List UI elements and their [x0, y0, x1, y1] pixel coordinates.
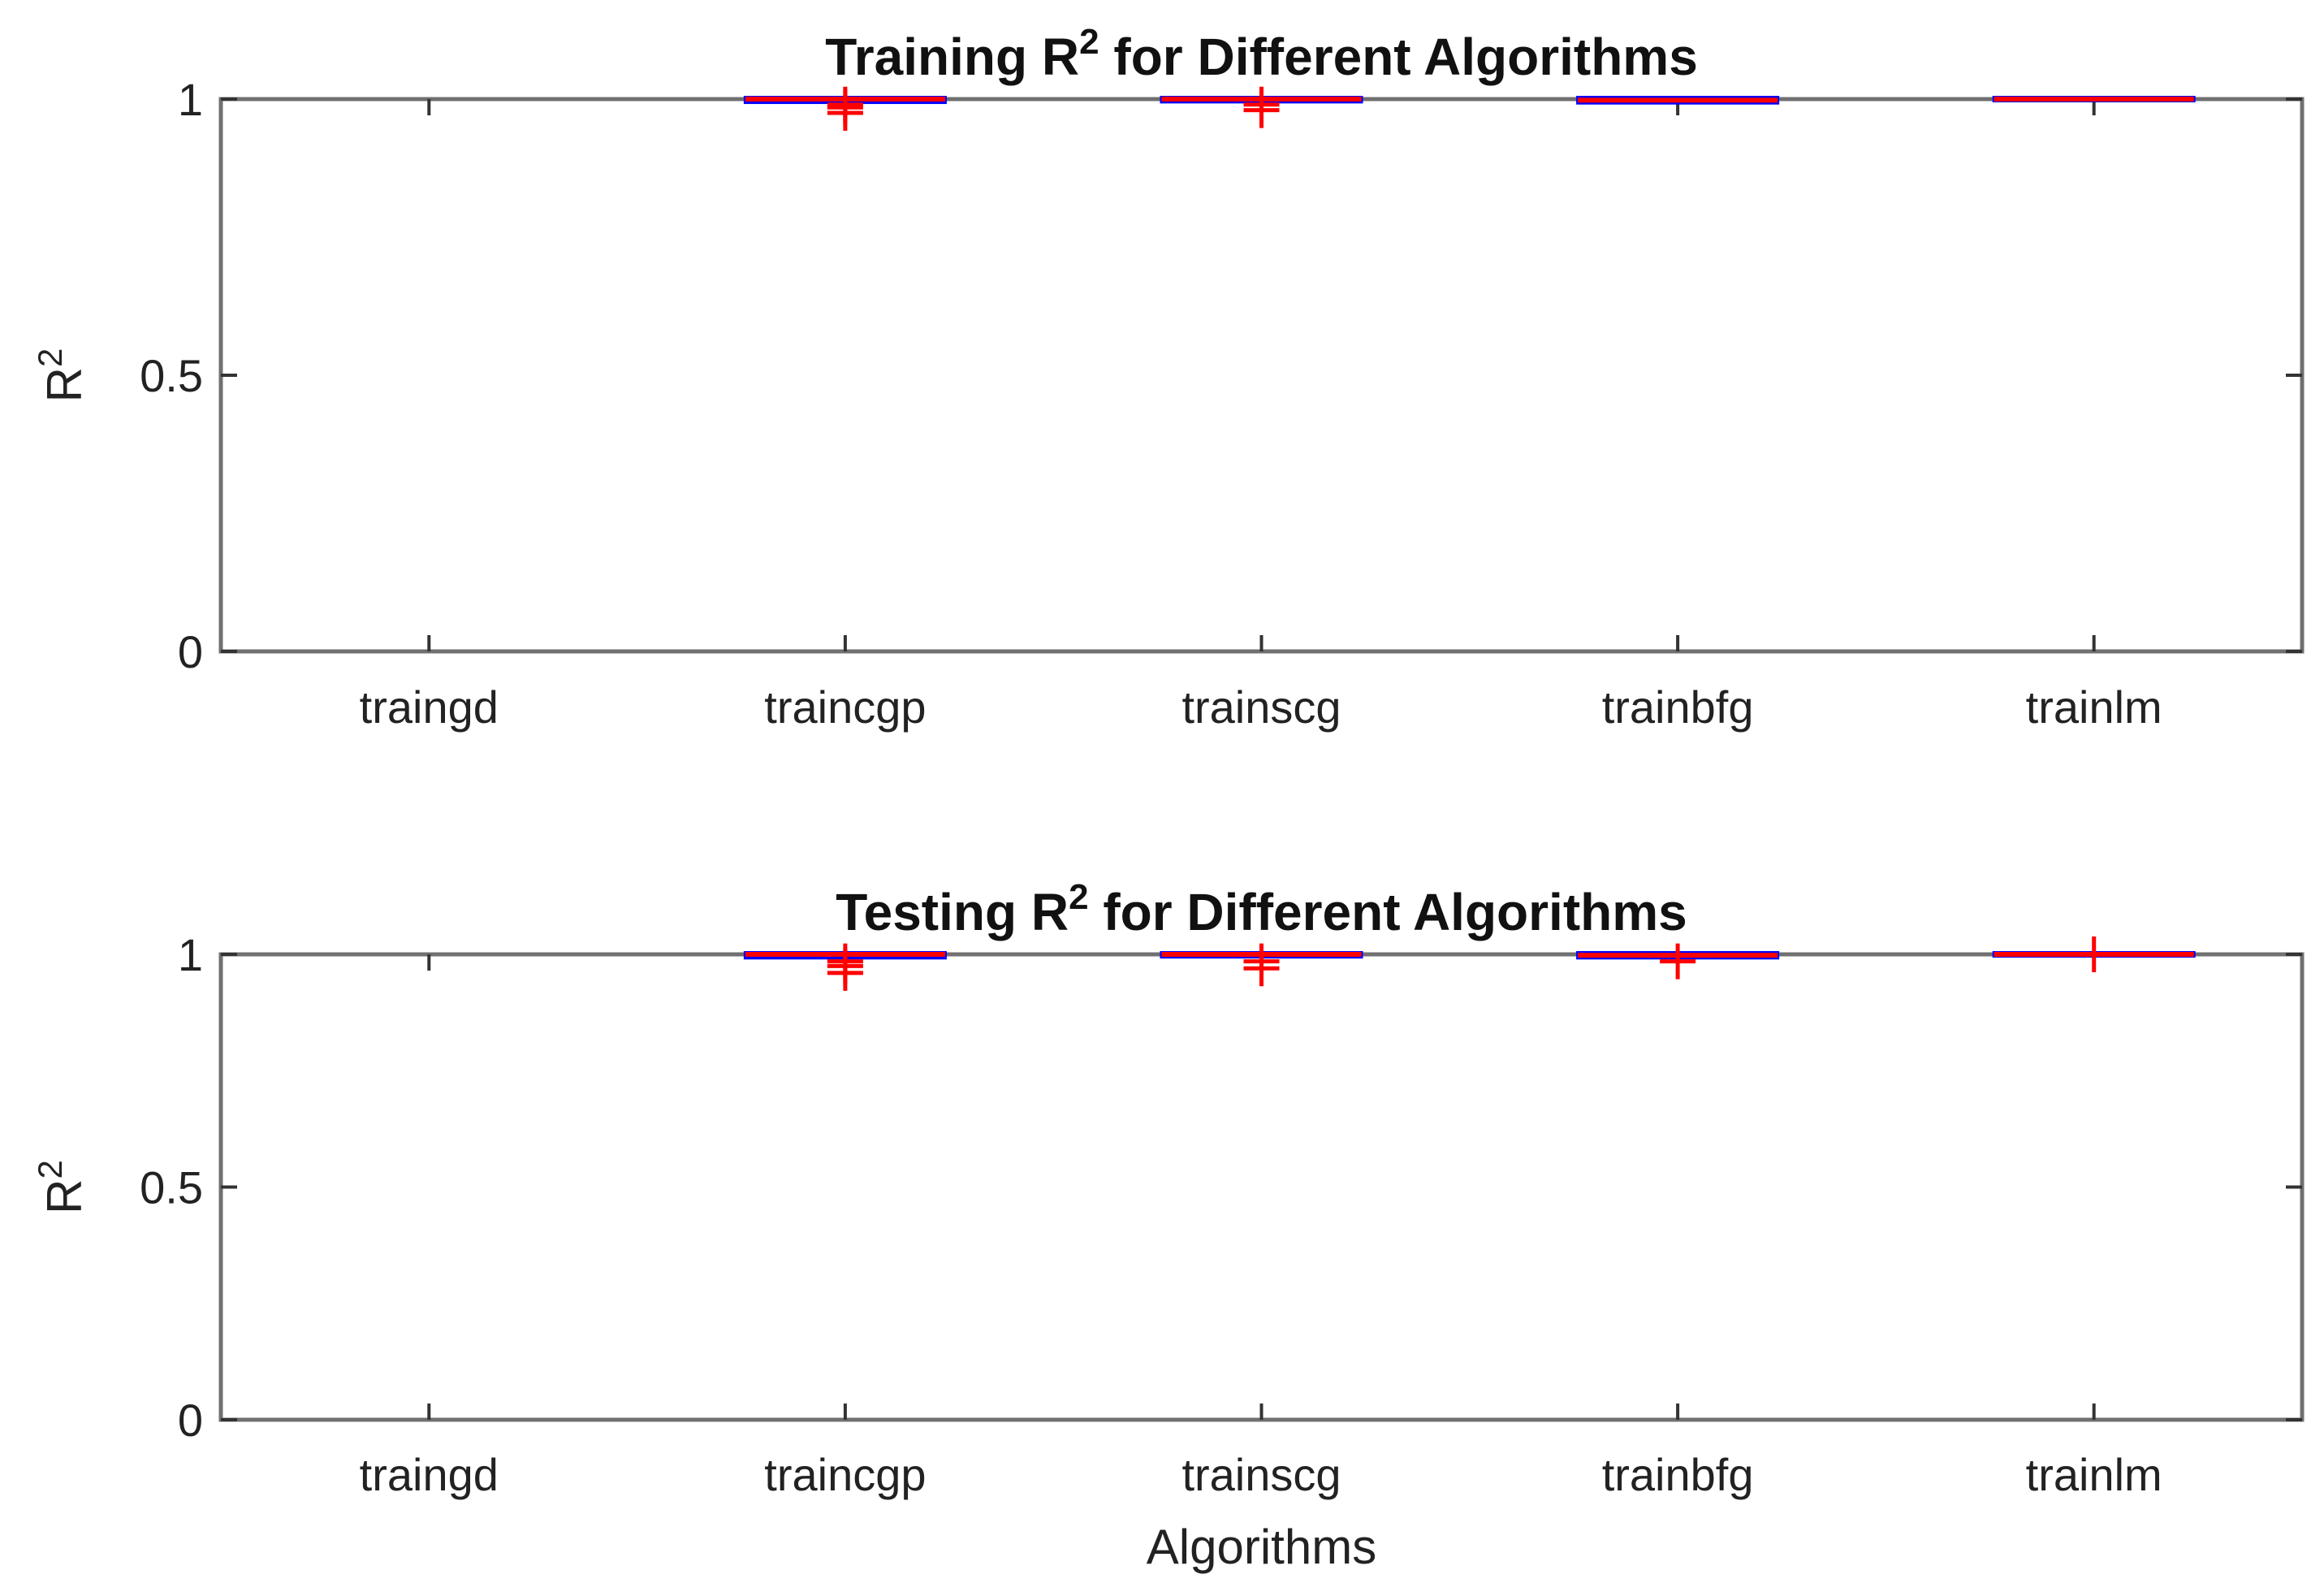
outlier-trainscg-1 [1243, 943, 1280, 980]
title-superscript: 2 [1069, 877, 1088, 917]
y-tick-label: 0 [178, 1395, 203, 1446]
y-tick-label: 0.5 [140, 350, 203, 401]
plot-area [218, 952, 2305, 1422]
y-label-superscript: 2 [31, 1160, 69, 1179]
chart-title: Training R2 for Different Algorithms [825, 22, 1698, 86]
x-tick-label-traingd: traingd [360, 681, 499, 733]
plot-area [218, 97, 2305, 654]
outlier-trainlm-0 [2076, 936, 2112, 972]
y-tick-label: 0.5 [140, 1162, 203, 1213]
x-tick-label-trainlm: trainlm [2026, 681, 2162, 733]
x-tick-label-traincgp: traincgp [764, 1449, 926, 1500]
x-tick-label-trainlm: trainlm [2026, 1449, 2162, 1500]
outlier-trainscg-1 [1243, 86, 1280, 123]
y-axis-label: R2 [31, 348, 92, 403]
y-label-superscript: 2 [31, 348, 69, 367]
panel-testing: 0 0.5 1 traingd traincgp trainscg trainbfg trai… [31, 877, 2305, 1574]
title-main: Testing R [836, 883, 1069, 941]
y-axis-label: R2 [31, 1160, 92, 1214]
outlier-traincgp-2 [827, 86, 863, 123]
x-tick-label-trainbfg: trainbfg [1602, 681, 1754, 733]
y-label-main: R [37, 367, 92, 402]
x-tick-label-trainbfg: trainbfg [1602, 1449, 1754, 1500]
title-superscript: 2 [1079, 22, 1099, 62]
title-rest: for Different Algorithms [1099, 28, 1698, 86]
x-tick-label-traingd: traingd [360, 1449, 499, 1500]
x-tick-label-traincgp: traincgp [764, 681, 926, 733]
x-tick-label-trainscg: trainscg [1181, 681, 1341, 733]
x-tick-label-trainscg: trainscg [1181, 1449, 1341, 1500]
outlier-trainbfg-0 [1660, 943, 1696, 980]
y-tick-label: 0 [178, 626, 203, 677]
panel-training: 0 0.5 1 traingd traincgp trainscg trainbfg trai… [31, 22, 2305, 733]
y-label-main: R [37, 1179, 92, 1214]
title-rest: for Different Algorithms [1089, 883, 1687, 941]
chart-title: Testing R2 for Different Algorithms [836, 877, 1687, 941]
y-tick-label: 1 [178, 929, 203, 980]
y-tick-label: 1 [178, 74, 203, 125]
x-axis-label: Algorithms [1147, 1520, 1376, 1574]
title-main: Training R [825, 28, 1079, 86]
outlier-traincgp-2 [827, 943, 863, 980]
